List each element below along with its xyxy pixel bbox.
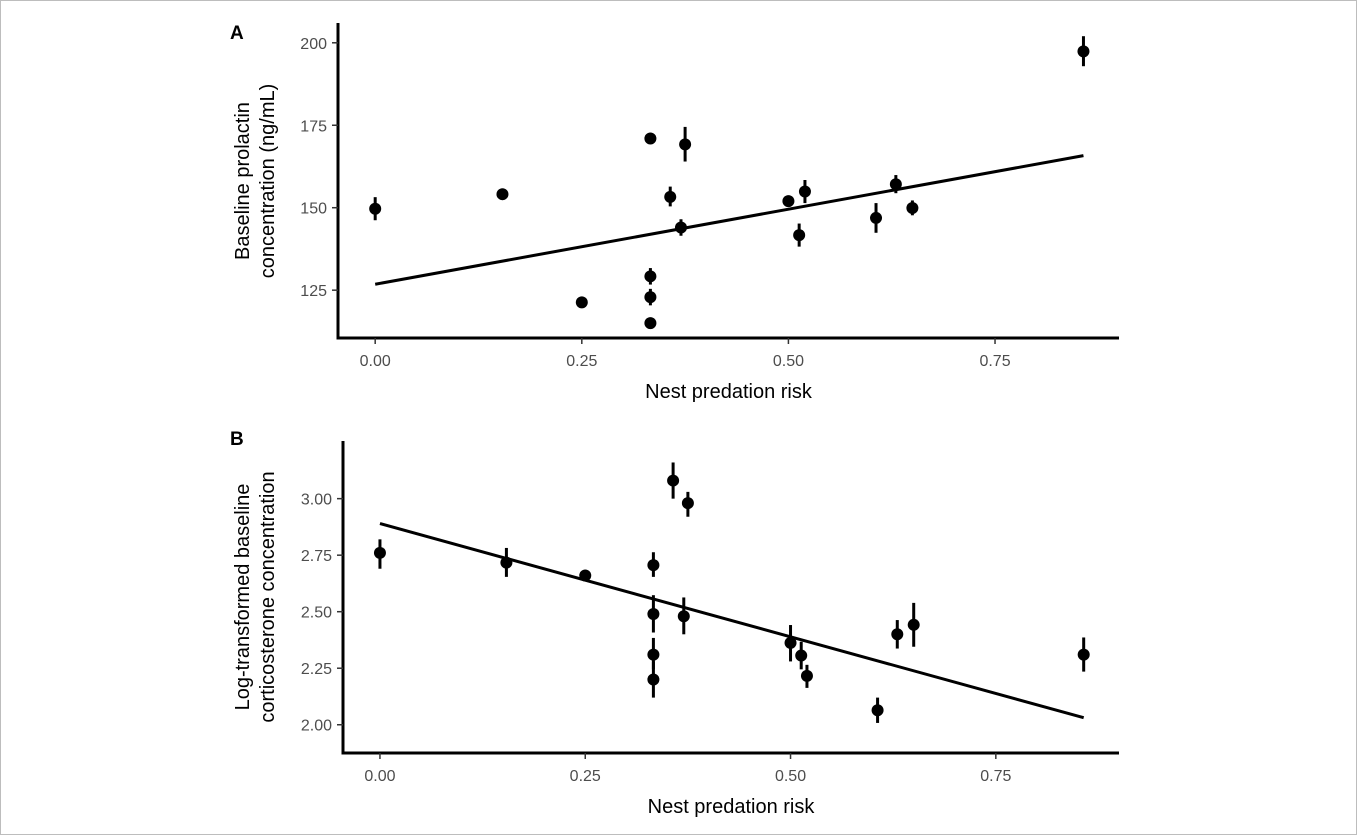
- x-tick-label: 0.25: [566, 353, 597, 370]
- x-tick-label: 0.50: [775, 768, 806, 785]
- y-axis-title-line: Baseline prolactin: [232, 102, 254, 260]
- y-tick-label: 150: [300, 201, 327, 218]
- panel-label: A: [230, 23, 244, 44]
- data-point: [647, 559, 660, 572]
- data-point: [677, 610, 690, 623]
- data-point: [647, 673, 660, 686]
- x-tick-label: 0.00: [364, 768, 395, 785]
- x-tick-label: 0.00: [360, 353, 391, 370]
- y-tick-label: 2.50: [301, 605, 332, 622]
- data-point: [644, 317, 657, 330]
- data-point: [500, 556, 513, 569]
- y-axis-title-line: Log-transformed baseline: [232, 484, 254, 711]
- data-point: [679, 138, 692, 151]
- x-tick-label: 0.75: [980, 768, 1011, 785]
- data-point: [369, 202, 382, 215]
- data-point: [795, 649, 808, 662]
- x-axis-title: Nest predation risk: [648, 796, 816, 818]
- data-point: [644, 132, 657, 145]
- y-axis-title-line: corticosterone concentration: [257, 471, 279, 722]
- data-point: [889, 178, 902, 191]
- x-tick-label: 0.75: [979, 353, 1010, 370]
- y-axis-title-line: concentration (ng/mL): [257, 84, 279, 279]
- data-point: [798, 185, 811, 198]
- data-point: [891, 628, 904, 641]
- panel-label: B: [230, 429, 244, 450]
- data-point: [373, 546, 386, 559]
- data-point: [1077, 648, 1090, 661]
- data-point: [870, 211, 883, 224]
- x-tick-label: 0.25: [570, 768, 601, 785]
- data-point: [800, 669, 813, 682]
- y-tick-label: 2.25: [301, 661, 332, 678]
- regression-line: [374, 154, 1084, 286]
- y-tick-label: 3.00: [301, 492, 332, 509]
- x-axis-title: Nest predation risk: [645, 381, 813, 403]
- data-point: [784, 636, 797, 649]
- data-point: [871, 704, 884, 717]
- data-point: [782, 195, 795, 208]
- data-point: [644, 291, 657, 304]
- x-tick-label: 0.50: [773, 353, 804, 370]
- y-tick-label: 200: [300, 36, 327, 53]
- data-point: [681, 497, 694, 510]
- data-point: [647, 648, 660, 661]
- y-tick-label: 175: [300, 118, 327, 135]
- panel-a: A 0.00 0.25 0.50 0.75 125 150 175 200 Nest predat…: [230, 23, 1119, 403]
- data-point: [647, 607, 660, 620]
- data-point: [906, 202, 919, 215]
- regression-line: [379, 522, 1085, 720]
- data-point: [1077, 45, 1090, 58]
- data-point: [664, 190, 677, 203]
- data-point: [579, 569, 592, 582]
- y-tick-label: 2.00: [301, 718, 332, 735]
- y-tick-label: 125: [300, 283, 327, 300]
- y-tick-label: 2.75: [301, 548, 332, 565]
- data-point: [644, 270, 657, 283]
- panel-b: B 0.00 0.25 0.50 0.75 2.00 2.25 2.50 2.75 3.00 Nes…: [230, 429, 1119, 818]
- data-point: [575, 296, 588, 309]
- data-point: [793, 229, 806, 242]
- data-point: [667, 474, 680, 487]
- data-point: [907, 618, 920, 631]
- data-point: [674, 221, 687, 234]
- data-point: [496, 188, 509, 201]
